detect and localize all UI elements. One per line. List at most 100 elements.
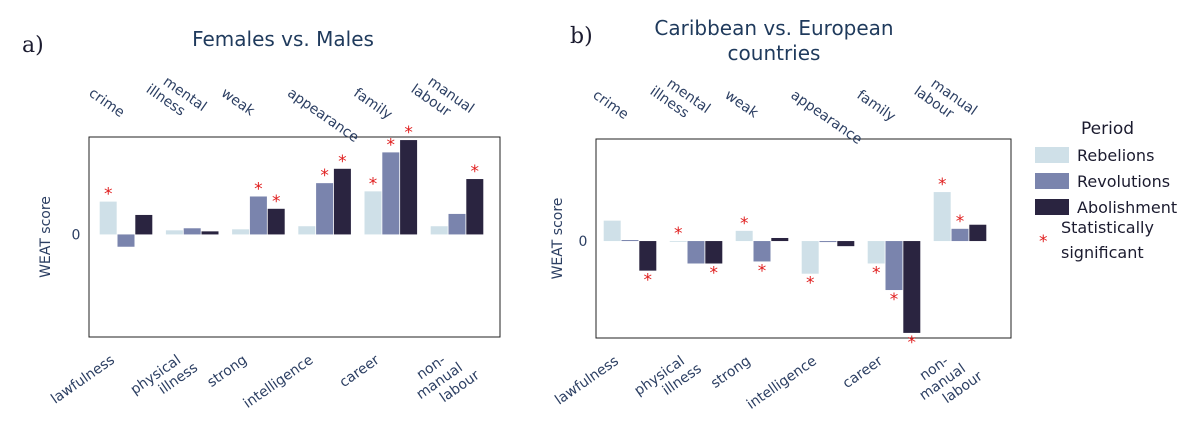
category-line: career: [337, 352, 383, 391]
bar-abolishment: [267, 208, 285, 235]
legend-swatch-revolutions: [1035, 173, 1069, 189]
bar-rebelions: [364, 191, 382, 235]
significance-star: *: [956, 212, 965, 232]
bar-rebelions: [430, 226, 448, 235]
panel-a: a) Females vs. Males WEAT score 0 * crime lawf…: [22, 27, 501, 416]
bar-revolutions: [885, 241, 903, 291]
significance-star: *: [872, 264, 881, 284]
top-category-label: crime: [590, 87, 632, 123]
bar-revolutions: [819, 241, 837, 243]
category-line: strong: [204, 352, 250, 391]
bar-revolutions: [249, 196, 267, 235]
significance-star: *: [710, 264, 719, 284]
bottom-category-label: physicalillness: [128, 347, 201, 412]
bar-abolishment: [705, 241, 723, 264]
category-line: weak: [218, 85, 258, 120]
significance-star: *: [644, 271, 653, 291]
significance-star: *: [471, 162, 480, 182]
chart-title: countries: [728, 41, 821, 65]
bar-rebelions: [99, 201, 117, 235]
significance-star: *: [740, 214, 749, 234]
y-tick-label: 0: [579, 234, 588, 250]
significance-star: *: [369, 174, 378, 194]
bar-revolutions: [117, 234, 135, 247]
bottom-category-label: non-manuallabour: [404, 341, 482, 416]
bar-rebelions: [232, 229, 250, 235]
bar-revolutions: [621, 240, 639, 242]
bottom-category-label: strong: [708, 353, 754, 392]
panel-letter: a): [22, 33, 44, 58]
legend-swatch-rebelions: [1035, 147, 1069, 163]
bar-rebelions: [165, 230, 183, 235]
category-line: intelligence: [241, 352, 317, 412]
bar-rebelions: [867, 241, 885, 264]
bar-rebelions: [603, 220, 621, 242]
bar-revolutions: [687, 241, 705, 264]
legend-significance-line1: Statistically: [1061, 218, 1154, 237]
bottom-category-label: lawfulness: [552, 353, 622, 408]
significance-star: *: [938, 175, 947, 195]
legend-swatch-abolishment: [1035, 199, 1069, 215]
significance-star: *: [338, 152, 347, 172]
bottom-category-label: intelligence: [744, 353, 820, 413]
plot-frame: [595, 138, 1012, 339]
y-axis-label: WEAT score: [550, 198, 566, 280]
bar-abolishment: [333, 168, 351, 235]
bar-rebelions: [669, 241, 687, 242]
plot-frame: [88, 136, 501, 338]
category-line: family: [351, 85, 396, 123]
category-line: crime: [590, 87, 632, 123]
significance-star: *: [104, 185, 113, 205]
legend-label-abolishment: Abolishment: [1077, 198, 1177, 217]
significance-star: *: [254, 179, 263, 199]
legend: Period Rebelions Revolutions Abolishment * St…: [1035, 119, 1177, 262]
bar-abolishment: [969, 224, 987, 242]
legend-label-rebelions: Rebelions: [1077, 146, 1154, 165]
top-category-label: crime: [86, 85, 128, 121]
bar-rebelions: [735, 230, 753, 242]
bar-revolutions: [183, 228, 201, 235]
bar-revolutions: [382, 152, 400, 235]
bar-abolishment: [639, 241, 657, 271]
significance-star: *: [404, 123, 413, 143]
category-line: strong: [708, 353, 754, 392]
significance-star: *: [806, 274, 815, 294]
bar-revolutions: [951, 228, 969, 242]
significance-star: *: [320, 166, 329, 186]
bottom-category-label: career: [840, 353, 886, 392]
bottom-category-label: physicalillness: [632, 348, 705, 413]
significance-star: *: [758, 261, 767, 281]
bar-rebelions: [801, 241, 819, 274]
bar-abolishment: [903, 241, 921, 333]
bottom-category-label: intelligence: [241, 352, 317, 412]
bar-abolishment: [771, 237, 789, 242]
chart-title: Females vs. Males: [192, 27, 374, 51]
bar-rebelions: [298, 226, 316, 235]
top-category-label: manuallabour: [911, 70, 980, 132]
bar-abolishment: [201, 231, 219, 235]
bottom-category-label: lawfulness: [48, 352, 118, 407]
panel-letter: b): [570, 24, 593, 49]
category-line: lawfulness: [552, 353, 622, 408]
category-line: weak: [722, 87, 762, 122]
category-line: family: [854, 87, 899, 125]
bar-abolishment: [400, 140, 418, 235]
significance-star: *: [890, 290, 899, 310]
y-tick-label: 0: [72, 227, 81, 243]
bottom-category-label: career: [337, 352, 383, 391]
legend-label-revolutions: Revolutions: [1077, 172, 1170, 191]
category-line: crime: [86, 85, 128, 121]
significance-star: *: [674, 224, 683, 244]
top-category-label: weak: [218, 85, 258, 120]
legend-significance-star: *: [1039, 232, 1048, 252]
top-category-label: family: [351, 85, 396, 123]
bar-abolishment: [135, 214, 153, 235]
bar-rebelions: [933, 192, 951, 242]
bar-revolutions: [448, 213, 466, 235]
bar-abolishment: [466, 179, 484, 235]
top-category-label: mentalillness: [143, 68, 209, 128]
chart-title: Caribbean vs. European: [654, 16, 893, 40]
top-category-label: manuallabour: [408, 68, 477, 130]
